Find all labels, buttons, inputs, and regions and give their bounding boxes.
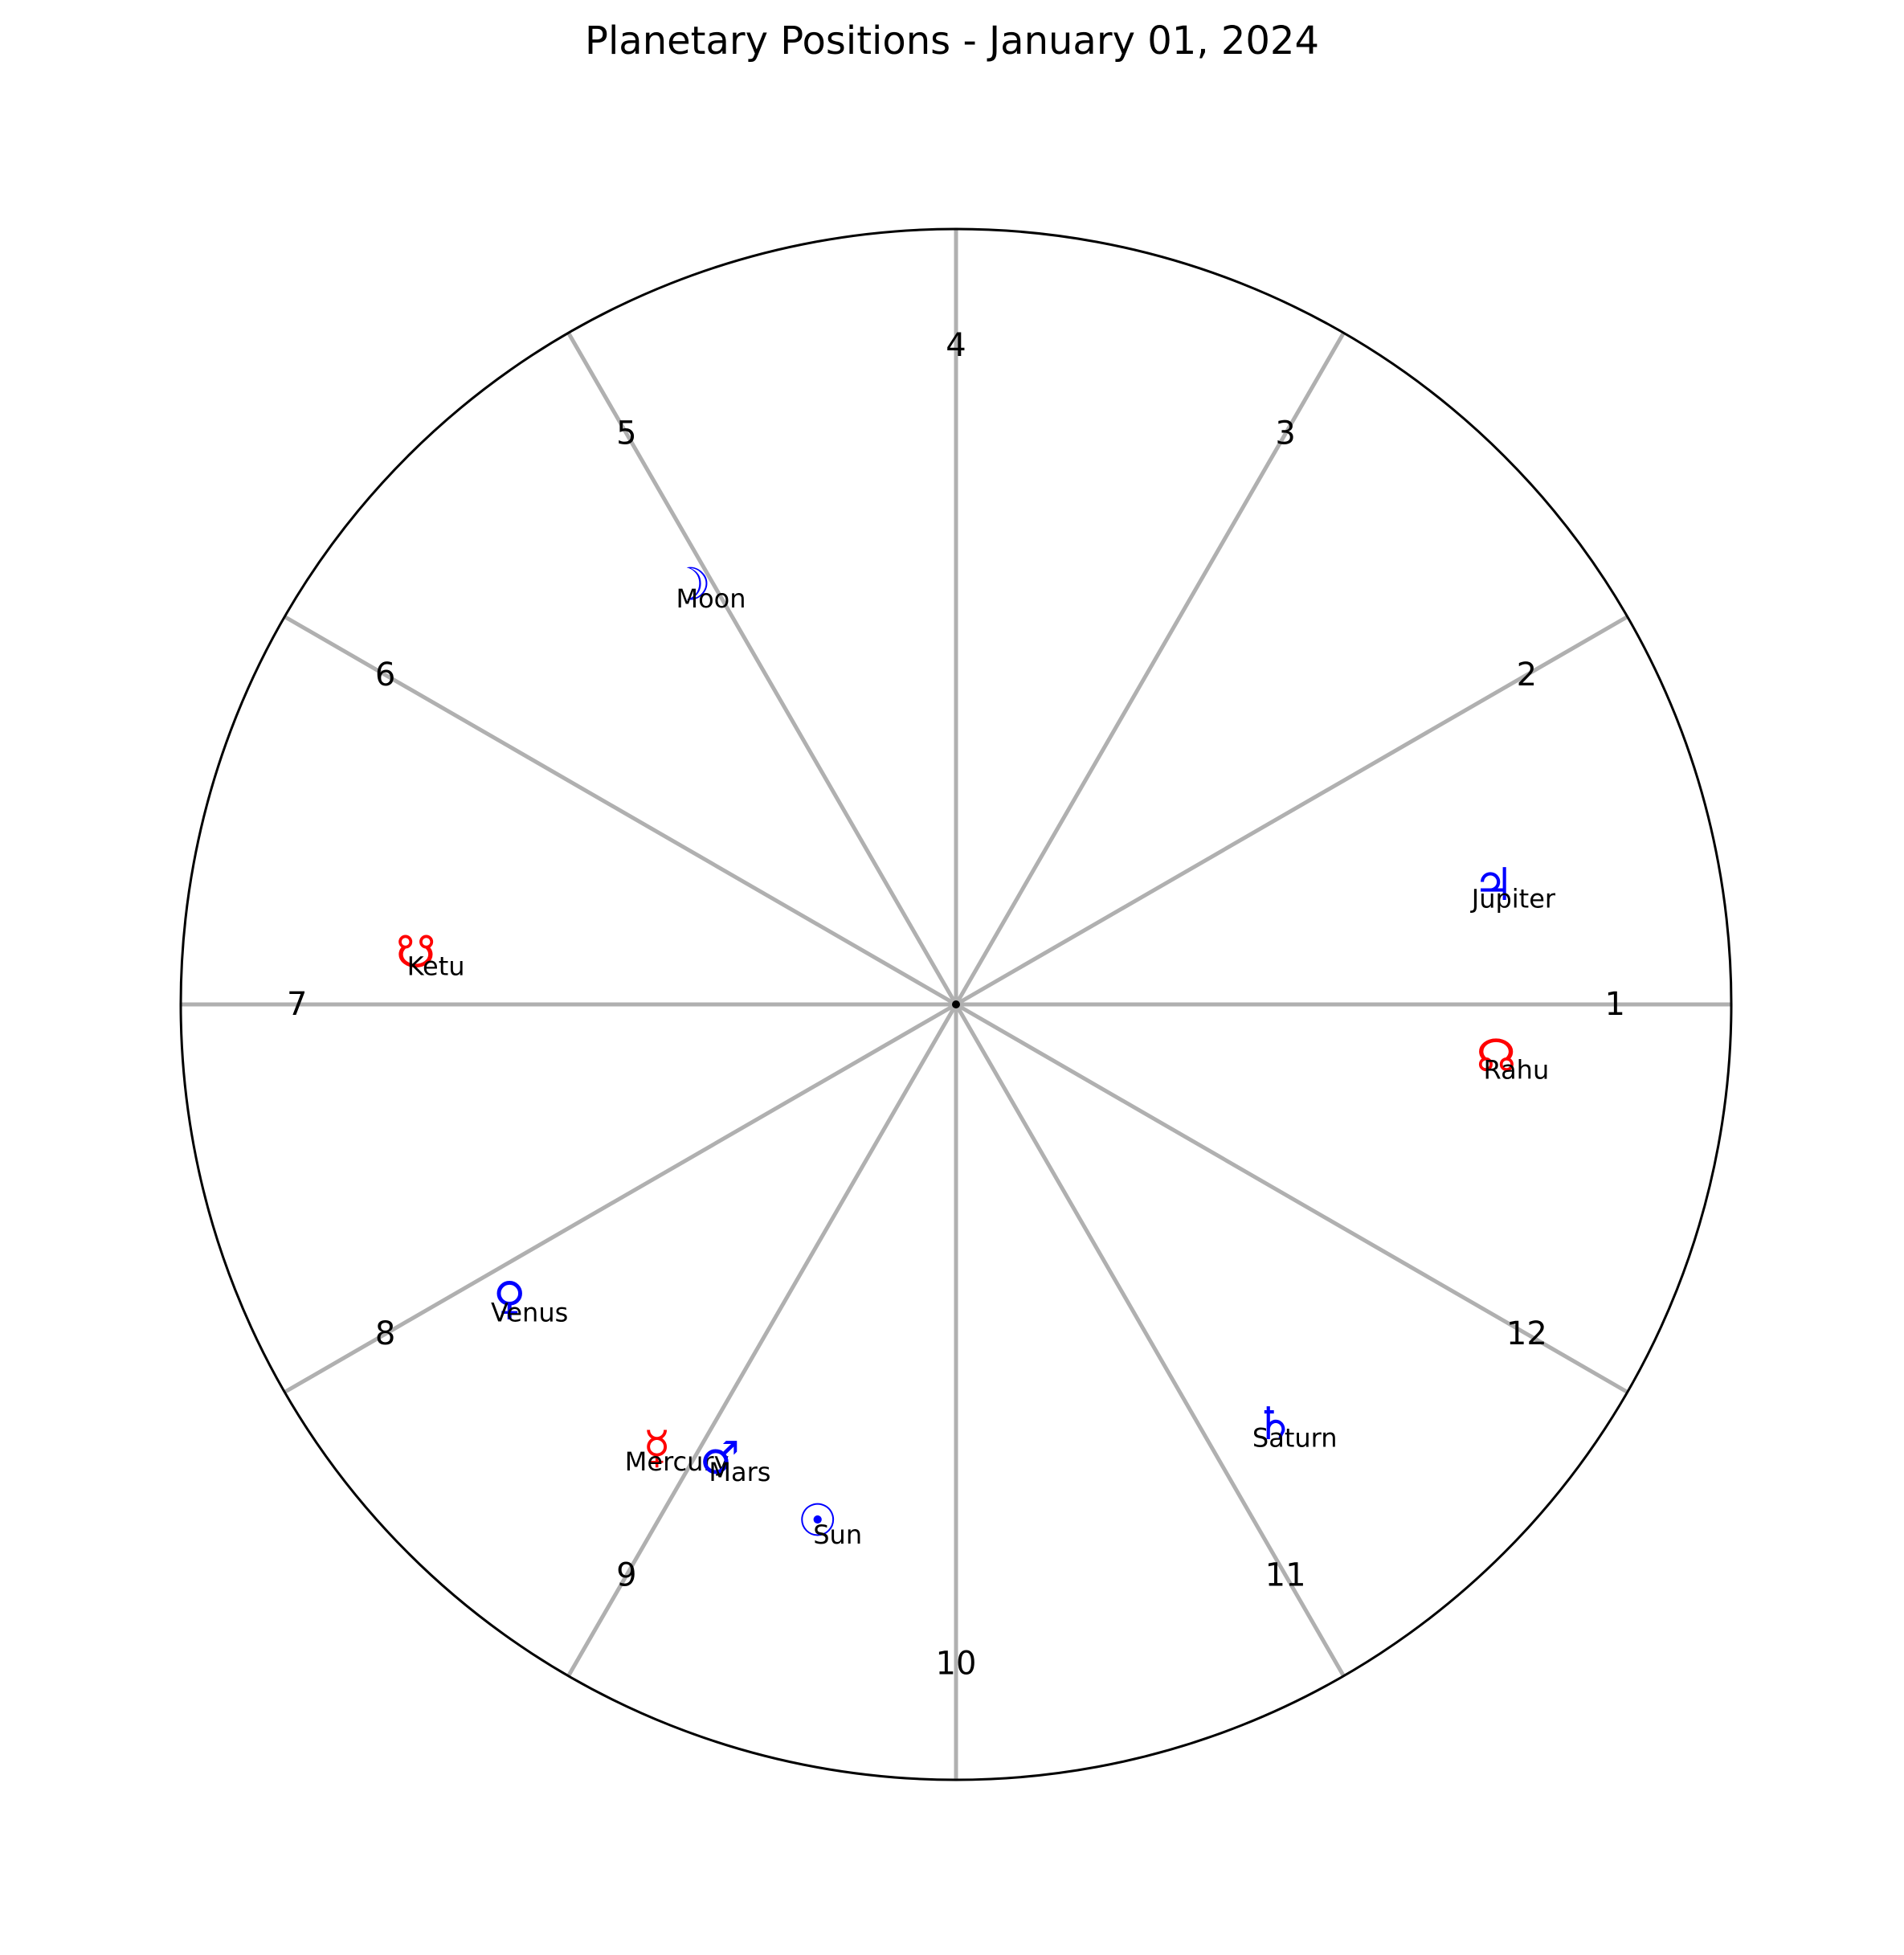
planet-venus: ♀Venus (491, 1273, 568, 1328)
house-number-1: 1 (1605, 986, 1625, 1023)
planet-rahu: ☊Rahu (1477, 1030, 1550, 1086)
house-number-7: 7 (287, 986, 307, 1023)
sun-symbol-icon: ☉ (798, 1495, 838, 1548)
planet-label: Rahu (1484, 1055, 1550, 1086)
house-number-6: 6 (375, 656, 395, 693)
jupiter-symbol-icon: ♃ (1473, 859, 1514, 911)
house-divider-11 (954, 1003, 1346, 1677)
house-number-12: 12 (1506, 1315, 1547, 1352)
rahu-symbol-icon: ☊ (1477, 1030, 1517, 1082)
planet-jupiter: ♃Jupiter (1470, 859, 1556, 914)
chart-center-dot (952, 1000, 960, 1008)
mercury-symbol-icon: ☿ (643, 1422, 670, 1474)
venus-symbol-icon: ♀ (493, 1273, 526, 1325)
house-number-8: 8 (375, 1315, 395, 1352)
planet-label: Saturn (1252, 1423, 1338, 1454)
house-divider-3 (954, 332, 1346, 1006)
planet-moon: ☽Moon (671, 558, 746, 614)
house-number-9: 9 (616, 1556, 636, 1593)
house-divider-12 (954, 1002, 1628, 1394)
planet-markers: ♃Jupiter ☊Rahu ☽Moon ☋Ketu ♀Venus ☿Mercury♂Ma… (396, 558, 1556, 1550)
house-number-11: 11 (1265, 1556, 1306, 1593)
house-divider-9 (566, 1003, 958, 1677)
house-number-10: 10 (936, 1645, 977, 1682)
moon-symbol-icon: ☽ (671, 558, 711, 611)
ketu-symbol-icon: ☋ (396, 926, 436, 979)
house-divider-8 (284, 1002, 958, 1394)
house-divider-5 (566, 332, 958, 1006)
house-divider-lines (181, 229, 1731, 1780)
house-number-2: 2 (1517, 656, 1537, 693)
planet-mercury: ☿Mercury (625, 1422, 729, 1478)
planet-mars: ♂Mars (700, 1432, 771, 1487)
planet-label: Moon (676, 583, 746, 614)
planet-saturn: ♄Saturn (1252, 1398, 1338, 1454)
chart-outer-circle (179, 227, 1733, 1781)
planet-label: Venus (491, 1298, 568, 1328)
planet-sun: ☉Sun (798, 1495, 863, 1551)
chart-title: Planetary Positions - January 01, 2024 (585, 18, 1319, 63)
planet-label: Mercury (625, 1446, 729, 1477)
house-number-3: 3 (1275, 415, 1295, 452)
planet-label: Ketu (407, 951, 465, 981)
house-number-5: 5 (616, 415, 636, 452)
planet-label: Sun (813, 1519, 862, 1550)
planet-ketu: ☋Ketu (396, 926, 465, 982)
house-divider-2 (954, 615, 1628, 1007)
house-divider-6 (284, 615, 958, 1007)
house-number-4: 4 (946, 327, 966, 364)
saturn-symbol-icon: ♄ (1255, 1398, 1295, 1450)
mars-symbol-icon: ♂ (700, 1432, 740, 1484)
planet-label: Mars (709, 1457, 770, 1487)
planet-label: Jupiter (1470, 884, 1556, 914)
